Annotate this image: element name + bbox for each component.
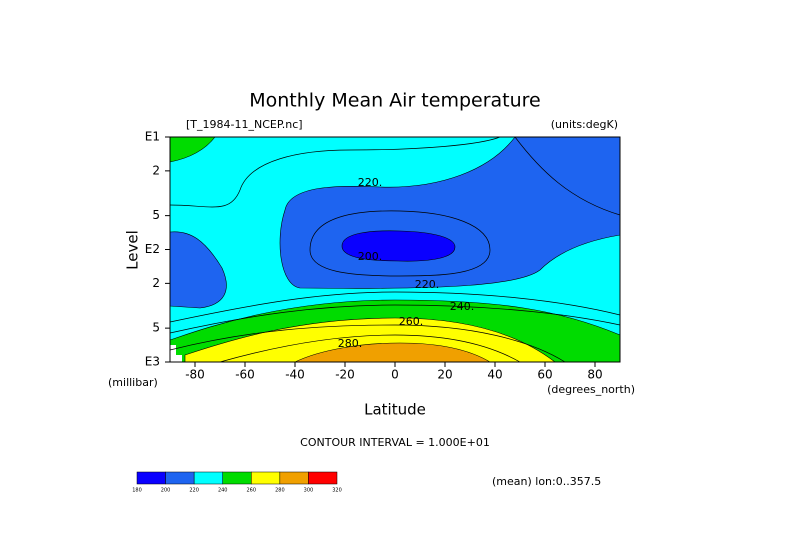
contour-line bbox=[169, 304, 621, 334]
contour-line bbox=[169, 324, 566, 363]
contour-label: 220. bbox=[415, 278, 440, 291]
contour-label: 240. bbox=[450, 300, 475, 313]
x-tick-label: -60 bbox=[235, 368, 255, 382]
contour-fill bbox=[294, 342, 492, 363]
colorbar-label: 300 bbox=[304, 488, 314, 494]
mean-note: (mean) lon:0..357.5 bbox=[492, 475, 601, 488]
chart-title: Monthly Mean Air temperature bbox=[249, 90, 540, 112]
contour-line bbox=[514, 136, 621, 216]
y-tick-label: E3 bbox=[145, 355, 160, 369]
colorbar-box bbox=[308, 471, 338, 485]
colorbar-label: 200 bbox=[161, 488, 171, 494]
contour-label: 280. bbox=[338, 337, 363, 350]
x-tick-label: 80 bbox=[587, 368, 602, 382]
x-tick-label: -80 bbox=[185, 368, 205, 382]
units-label: (units:degK) bbox=[551, 118, 618, 131]
contour-fill bbox=[169, 231, 227, 309]
plot-area bbox=[169, 136, 621, 363]
x-tick-label: -20 bbox=[335, 368, 355, 382]
colorbar-box bbox=[279, 471, 309, 485]
y-axis-label: Level bbox=[124, 230, 142, 270]
x-axis-label: Latitude bbox=[364, 401, 426, 419]
x-tick-label: 60 bbox=[537, 368, 552, 382]
colorbar-label: 320 bbox=[332, 488, 342, 494]
colorbar-label: 260 bbox=[247, 488, 257, 494]
colorbar-box bbox=[222, 471, 252, 485]
colorbar-label: 240 bbox=[218, 488, 228, 494]
colorbar-box bbox=[251, 471, 281, 485]
x-unit-label: (degrees_north) bbox=[547, 383, 635, 396]
contour-line bbox=[309, 210, 491, 277]
x-tick-label: 0 bbox=[391, 368, 399, 382]
y-tick-label: 2 bbox=[152, 163, 160, 177]
y-tick-label: E1 bbox=[145, 130, 160, 144]
x-tick-label: 40 bbox=[487, 368, 502, 382]
contour-label: 220. bbox=[358, 176, 383, 189]
colorbar-label: 220 bbox=[189, 488, 199, 494]
y-tick-label: 2 bbox=[152, 276, 160, 290]
y-tick-label: 5 bbox=[152, 321, 160, 335]
colorbar-label: 180 bbox=[132, 488, 142, 494]
y-tick-label: 5 bbox=[152, 208, 160, 222]
file-label: [T_1984-11_NCEP.nc] bbox=[186, 118, 303, 131]
contour-label: 200. bbox=[358, 250, 383, 263]
x-tick-label: -40 bbox=[285, 368, 305, 382]
contour-interval: CONTOUR INTERVAL = 1.000E+01 bbox=[300, 436, 490, 449]
contour-line bbox=[169, 136, 501, 208]
contour-line bbox=[219, 334, 521, 363]
y-unit-label: (millibar) bbox=[108, 376, 158, 389]
x-tick-label: 20 bbox=[437, 368, 452, 382]
contour-label: 260. bbox=[399, 315, 424, 328]
colorbar-box bbox=[193, 471, 223, 485]
colorbar-box bbox=[165, 471, 195, 485]
contour-line bbox=[169, 291, 621, 323]
contour-fill bbox=[341, 230, 456, 262]
colorbar-label: 280 bbox=[275, 488, 285, 494]
y-tick-label: E2 bbox=[145, 242, 160, 256]
colorbar-box bbox=[136, 471, 166, 485]
